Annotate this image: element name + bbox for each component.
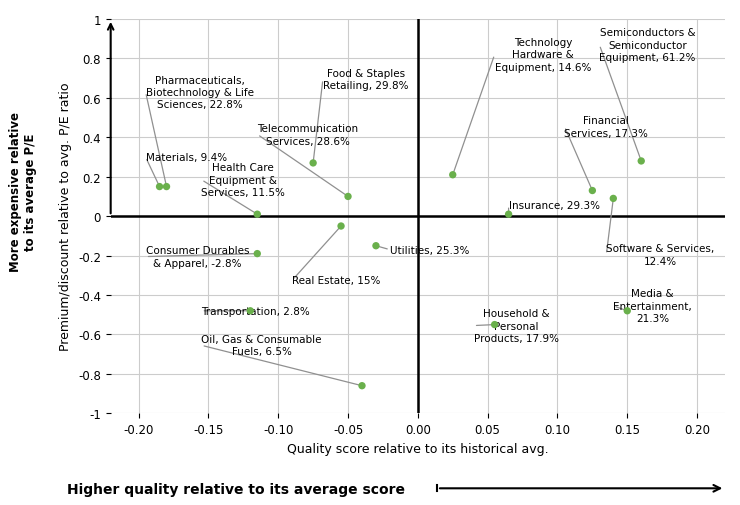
Text: Insurance, 29.3%: Insurance, 29.3%: [508, 201, 599, 211]
Point: [307, 160, 319, 168]
Point: [154, 183, 166, 191]
Text: Materials, 9.4%: Materials, 9.4%: [146, 153, 226, 163]
Point: [636, 158, 648, 166]
Text: Semiconductors &
Semiconductor
Equipment, 61.2%: Semiconductors & Semiconductor Equipment…: [599, 28, 696, 63]
Text: Financial
Services, 17.3%: Financial Services, 17.3%: [565, 116, 648, 138]
Text: Media &
Entertainment,
21.3%: Media & Entertainment, 21.3%: [613, 289, 692, 324]
Text: Technology
Hardware &
Equipment, 14.6%: Technology Hardware & Equipment, 14.6%: [494, 38, 591, 73]
Point: [335, 223, 347, 231]
Text: Food & Staples
Retailing, 29.8%: Food & Staples Retailing, 29.8%: [323, 69, 408, 91]
Point: [447, 171, 459, 179]
Point: [252, 211, 263, 219]
Point: [370, 242, 382, 250]
X-axis label: Quality score relative to its historical avg.: Quality score relative to its historical…: [287, 442, 548, 454]
Point: [622, 307, 633, 315]
Text: Software & Services,
12.4%: Software & Services, 12.4%: [606, 244, 715, 266]
Point: [608, 195, 619, 203]
Text: Transportation, 2.8%: Transportation, 2.8%: [201, 306, 310, 316]
Point: [502, 211, 514, 219]
Text: Pharmaceuticals,
Biotechnology & Life
Sciences, 22.8%: Pharmaceuticals, Biotechnology & Life Sc…: [146, 75, 254, 110]
Point: [488, 321, 500, 329]
Text: Health Care
Equipment &
Services, 11.5%: Health Care Equipment & Services, 11.5%: [201, 163, 286, 197]
Text: Telecommunication
Services, 28.6%: Telecommunication Services, 28.6%: [258, 124, 358, 146]
Point: [586, 187, 598, 195]
Y-axis label: Premium/discount relative to avg. P/E ratio: Premium/discount relative to avg. P/E ra…: [59, 83, 73, 350]
Point: [342, 193, 354, 201]
Text: Real Estate, 15%: Real Estate, 15%: [292, 276, 380, 286]
Text: Consumer Durables
& Apparel, -2.8%: Consumer Durables & Apparel, -2.8%: [146, 246, 249, 268]
Text: Household &
Personal
Products, 17.9%: Household & Personal Products, 17.9%: [474, 309, 559, 343]
Text: Oil, Gas & Consumable
Fuels, 6.5%: Oil, Gas & Consumable Fuels, 6.5%: [201, 334, 322, 357]
Point: [252, 250, 263, 258]
Point: [356, 382, 368, 390]
Text: Higher quality relative to its average score: Higher quality relative to its average s…: [67, 482, 405, 496]
Text: Utilities, 25.3%: Utilities, 25.3%: [390, 245, 469, 255]
Point: [244, 307, 256, 315]
Text: More expensive relative
to its average P/E: More expensive relative to its average P…: [9, 112, 37, 272]
Point: [161, 183, 172, 191]
